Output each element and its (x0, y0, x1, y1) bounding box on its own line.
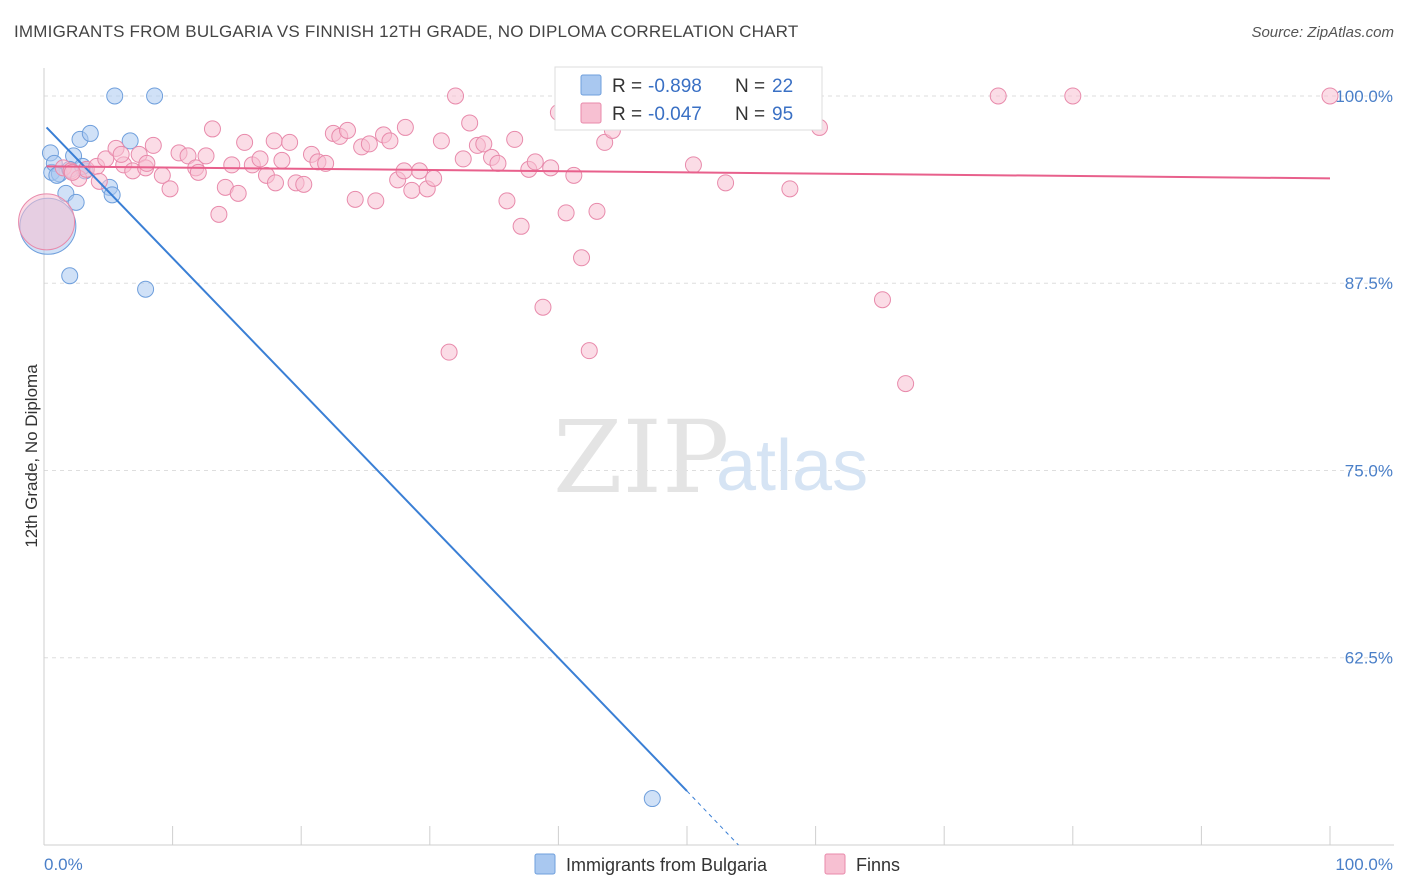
finns-point (317, 154, 335, 172)
finns-point (588, 202, 606, 220)
finns-point (179, 147, 197, 165)
finns-point (395, 162, 413, 180)
y-tick-label: 62.5% (1345, 649, 1393, 668)
bulgaria-trend-line (45, 126, 688, 792)
bottom-legend-label-finns: Finns (856, 855, 900, 875)
finns-point (295, 175, 313, 193)
legend-swatch-bulgaria (580, 74, 602, 96)
y-tick-labels: 62.5% 75.0% 87.5% 100.0% (1335, 87, 1393, 668)
bulgaria-point (121, 132, 139, 150)
x-tick-label-min: 0.0% (44, 855, 83, 874)
bottom-legend: Immigrants from Bulgaria Finns (534, 853, 900, 875)
finns-point (197, 147, 215, 165)
watermark: ZIP atlas (553, 399, 868, 516)
finns-point (266, 174, 284, 192)
finns-point (440, 343, 458, 361)
legend-swatch-finns (580, 102, 602, 124)
bottom-legend-swatch-bulgaria (534, 853, 556, 875)
finns-point (573, 249, 591, 267)
y-axis-title: 12th Grade, No Diploma (22, 364, 41, 548)
finns-point (161, 180, 179, 198)
finns-point (557, 204, 575, 222)
finns-point (596, 133, 614, 151)
finns-point (512, 217, 530, 235)
legend-r-label-bulgaria: R = (612, 76, 642, 97)
finns-point (580, 342, 598, 360)
finns-point (367, 192, 385, 210)
finns-point (63, 163, 81, 181)
y-tick-label: 100.0% (1335, 87, 1393, 106)
bulgaria-point (61, 267, 79, 285)
y-tick-label: 75.0% (1345, 461, 1393, 480)
finns-point (506, 130, 524, 148)
finns-point (684, 156, 702, 174)
finns-point (447, 87, 465, 105)
bottom-legend-label-bulgaria: Immigrants from Bulgaria (566, 855, 768, 875)
chart-title: IMMIGRANTS FROM BULGARIA VS FINNISH 12TH… (14, 22, 799, 41)
watermark-zip: ZIP (553, 399, 729, 516)
finns-point (989, 87, 1007, 105)
finns-point (489, 154, 507, 172)
legend: R = -0.898 N = 22 R = -0.047 N = 95 (554, 66, 823, 131)
finns-point (454, 150, 472, 168)
finns-point (461, 114, 479, 132)
legend-r-value-bulgaria: -0.898 (648, 76, 702, 97)
finns-point (1321, 87, 1339, 105)
x-ticks (172, 826, 1331, 845)
finns-point (360, 135, 378, 153)
finns-point (717, 174, 735, 192)
finns-point (396, 118, 414, 136)
y-tick-label: 87.5% (1345, 274, 1393, 293)
bulgaria-point (81, 124, 99, 142)
finns-point (112, 145, 130, 163)
finns-point (403, 181, 421, 199)
finns-point (223, 156, 241, 174)
finns-point (346, 190, 364, 208)
finns-point (873, 291, 891, 309)
bulgaria-point (146, 87, 164, 105)
finns-point (144, 136, 162, 154)
finns-point (781, 180, 799, 198)
legend-n-label-bulgaria: N = (735, 76, 765, 97)
finns-point (338, 121, 356, 139)
bottom-legend-swatch-finns (824, 853, 846, 875)
finns-point (210, 205, 228, 223)
legend-r-value-finns: -0.047 (648, 104, 702, 125)
finns-point (1064, 87, 1082, 105)
finns-point (251, 150, 269, 168)
watermark-atlas: atlas (716, 426, 868, 506)
finns-point (281, 133, 299, 151)
legend-r-label-finns: R = (612, 104, 642, 125)
finns-point (526, 153, 544, 171)
legend-n-value-bulgaria: 22 (772, 76, 793, 97)
finns-point (18, 193, 76, 251)
legend-n-label-finns: N = (735, 104, 765, 125)
x-tick-label-max: 100.0% (1335, 855, 1393, 874)
finns-point (138, 154, 156, 172)
finns-point (425, 169, 443, 187)
source-label: Source: ZipAtlas.com (1251, 24, 1394, 41)
finns-point (432, 132, 450, 150)
finns-point (498, 192, 516, 210)
legend-n-value-finns: 95 (772, 104, 793, 125)
finns-point (542, 159, 560, 177)
finns-trend-line (46, 165, 1331, 180)
finns-point (203, 120, 221, 138)
bulgaria-point (67, 193, 85, 211)
bulgaria-trend-line-extension (686, 790, 739, 846)
bulgaria-point (106, 87, 124, 105)
finns-point (565, 166, 583, 184)
finns-point (381, 132, 399, 150)
finns-point (897, 375, 915, 393)
finns-point (273, 151, 291, 169)
finns-point (229, 184, 247, 202)
bulgaria-point (137, 280, 155, 298)
finns-point (534, 298, 552, 316)
trend-lines (45, 126, 1331, 846)
finns-point (236, 133, 254, 151)
bulgaria-point (643, 790, 661, 808)
finns-point (265, 132, 283, 150)
finns-point (475, 135, 493, 153)
